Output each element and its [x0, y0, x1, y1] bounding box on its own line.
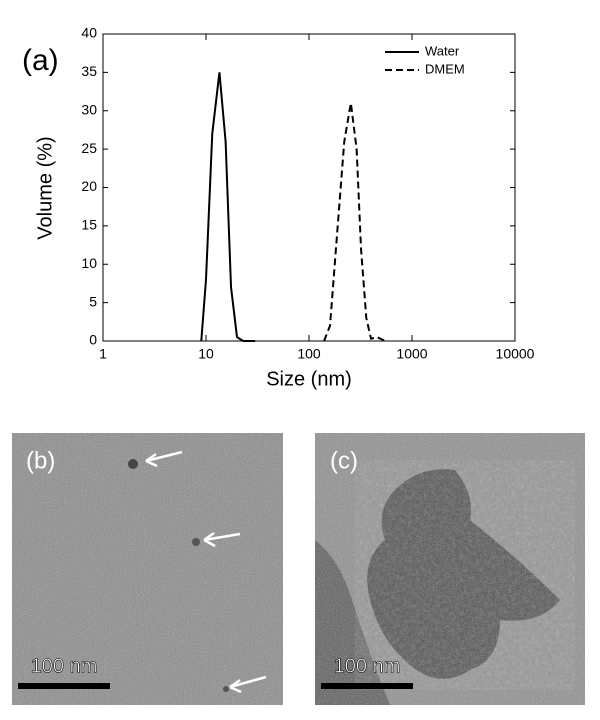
scale-bar	[18, 683, 110, 689]
y-tick-label: 40	[81, 25, 97, 41]
y-tick-label: 15	[81, 217, 97, 233]
series-line	[200, 72, 256, 342]
particle	[223, 686, 229, 692]
tem-image-b: (b) 100 nm	[12, 433, 283, 705]
y-tick-label: 0	[89, 332, 97, 348]
arrows	[145, 450, 267, 694]
y-tick-label: 30	[81, 101, 97, 117]
panel-label: (a)	[22, 44, 59, 77]
legend-label: DMEM	[425, 61, 465, 76]
x-tick-label: 100	[297, 346, 321, 362]
y-tick-label: 25	[81, 140, 97, 156]
tem-image-c: (c) 100 nm	[315, 433, 585, 705]
y-tick-label: 5	[89, 293, 97, 309]
particle	[128, 459, 138, 469]
scale-bar-label: 100 nm	[31, 655, 98, 677]
scale-bar-label: 100 nm	[334, 655, 401, 677]
particle	[192, 538, 200, 546]
y-axis-label: Volume (%)	[34, 136, 56, 239]
y-tick-label: 35	[81, 63, 97, 79]
image-label: (c)	[330, 447, 358, 474]
y-tick-label: 10	[81, 255, 97, 271]
scale-bar	[321, 683, 413, 689]
x-tick-label: 10	[198, 346, 214, 362]
image-label: (b)	[26, 447, 55, 474]
x-tick-label: 1000	[396, 346, 427, 362]
image-noise	[12, 433, 283, 705]
image-texture	[355, 460, 575, 690]
y-tick-label: 20	[81, 178, 97, 194]
x-axis-label: Size (nm)	[266, 368, 352, 390]
x-tick-label: 10000	[496, 346, 535, 362]
plot-frame	[102, 33, 516, 342]
series-line	[323, 102, 386, 342]
legend-label: Water	[425, 43, 460, 58]
x-tick-label: 1	[99, 346, 107, 362]
